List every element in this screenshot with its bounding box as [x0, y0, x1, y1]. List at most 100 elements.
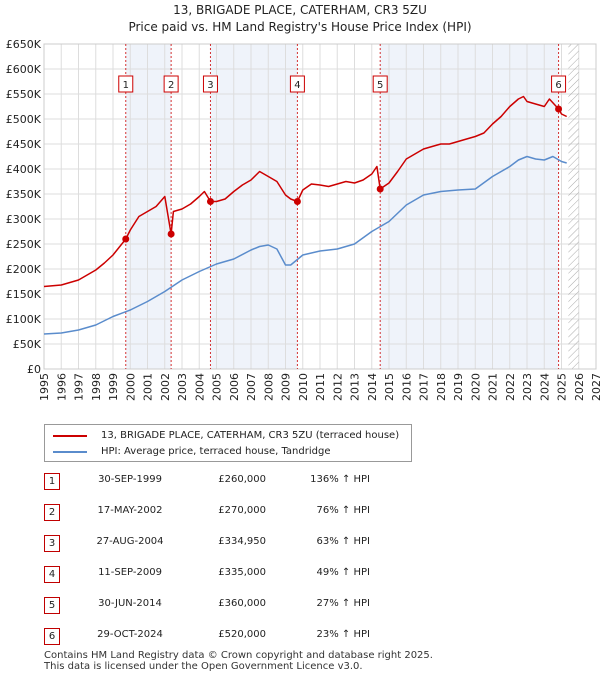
x-tick-label: 2011 [314, 373, 327, 401]
legend-swatch-property [53, 435, 87, 437]
x-tick-label: 2002 [159, 373, 172, 401]
x-tick-label: 2012 [331, 373, 344, 401]
sale-price: £260,000 [218, 474, 266, 485]
y-tick-label: £200K [6, 263, 42, 276]
y-tick-label: £0 [27, 363, 41, 376]
x-tick-label: 1998 [90, 373, 103, 401]
sale-price: £270,000 [218, 505, 266, 516]
legend-swatch-hpi [53, 451, 87, 453]
ownership-band [210, 44, 298, 369]
y-tick-label: £50K [13, 338, 42, 351]
x-tick-label: 2025 [556, 373, 569, 401]
x-tick-label: 2021 [487, 373, 500, 401]
x-tick-label: 2005 [211, 373, 224, 401]
x-tick-label: 2015 [383, 373, 396, 401]
sale-date: 17-MAY-2002 [97, 505, 163, 516]
x-tick-label: 2022 [504, 373, 517, 401]
y-tick-label: £500K [6, 113, 42, 126]
x-tick-label: 2006 [228, 373, 241, 401]
sale-date: 29-OCT-2024 [97, 629, 163, 640]
sale-date: 27-AUG-2004 [96, 536, 164, 547]
x-tick-label: 2004 [193, 373, 206, 401]
future-hatch [568, 44, 579, 369]
sale-marker-label: 3 [207, 80, 213, 91]
chart-title: 13, BRIGADE PLACE, CATERHAM, CR3 5ZU [173, 3, 427, 17]
x-tick-label: 2013 [349, 373, 362, 401]
x-tick-label: 2008 [262, 373, 275, 401]
table-row: 4 11-SEP-2009 £335,000 49% ↑ HPI [44, 563, 444, 594]
chart-subtitle: Price paid vs. HM Land Registry's House … [128, 20, 472, 34]
sale-marker-box [163, 75, 179, 93]
footer: Contains HM Land Registry data © Crown c… [44, 650, 433, 672]
y-tick-label: £300K [6, 213, 42, 226]
sale-number-badge: 6 [44, 628, 60, 645]
y-tick-label: £350K [6, 188, 42, 201]
sale-number-badge: 1 [44, 473, 60, 490]
y-tick-label: £150K [6, 288, 42, 301]
x-tick-label: 2007 [245, 373, 258, 401]
sale-hpi-change: 76% ↑ HPI [316, 505, 370, 516]
x-tick-label: 2000 [124, 373, 137, 401]
legend-label-property: 13, BRIGADE PLACE, CATERHAM, CR3 5ZU (te… [101, 430, 400, 441]
sale-date: 30-SEP-1999 [98, 474, 162, 485]
x-tick-label: 2023 [521, 373, 534, 401]
footer-copyright: Contains HM Land Registry data © Crown c… [44, 650, 433, 661]
x-tick-label: 2020 [469, 373, 482, 401]
sale-hpi-change: 23% ↑ HPI [316, 629, 370, 640]
sale-marker-box [202, 75, 218, 93]
sale-marker-label: 1 [123, 80, 129, 91]
hpi-line [43, 155, 567, 335]
sale-marker-label: 4 [294, 80, 300, 91]
sale-point [555, 105, 563, 113]
sale-hpi-change: 63% ↑ HPI [316, 536, 370, 547]
sale-price: £360,000 [218, 598, 266, 609]
sale-date: 11-SEP-2009 [98, 567, 162, 578]
sale-point [122, 235, 130, 243]
sale-marker-box [289, 75, 305, 93]
sale-marker-box [551, 75, 567, 93]
sale-point [376, 185, 384, 193]
ownership-band [380, 44, 559, 369]
price-chart: £0 £50K £100K £150K £200K £250K £300K £350K £400… [6, 38, 600, 401]
chart-title-block: 13, BRIGADE PLACE, CATERHAM, CR3 5ZU Pri… [0, 2, 600, 36]
y-tick-label: £250K [6, 238, 42, 251]
sale-price: £520,000 [218, 629, 266, 640]
sale-marker-label: 5 [377, 80, 383, 91]
sale-hpi-change: 136% ↑ HPI [310, 474, 370, 485]
y-tick-label: £600K [6, 63, 42, 76]
sale-marker-box [118, 75, 134, 93]
x-tick-label: 2016 [400, 373, 413, 401]
x-tick-label: 1999 [107, 373, 120, 401]
x-tick-label: 2019 [452, 373, 465, 401]
x-tick-label: 2001 [142, 373, 155, 401]
y-tick-label: £650K [6, 38, 42, 51]
table-row: 6 29-OCT-2024 £520,000 23% ↑ HPI [44, 625, 444, 656]
sale-date: 30-JUN-2014 [98, 598, 162, 609]
sale-price: £335,000 [218, 567, 266, 578]
sale-point [167, 230, 175, 238]
x-tick-label: 2009 [280, 373, 293, 401]
sale-number-badge: 2 [44, 504, 60, 521]
footer-licence: This data is licensed under the Open Gov… [44, 661, 363, 672]
sale-point [206, 198, 214, 206]
sale-price: £334,950 [218, 536, 266, 547]
plot-border [43, 43, 597, 370]
sale-number-badge: 4 [44, 566, 60, 583]
ownership-band [125, 44, 172, 369]
y-tick-label: £550K [6, 88, 42, 101]
legend-label-hpi: HPI: Average price, terraced house, Tand… [101, 446, 331, 457]
x-tick-label: 2014 [366, 373, 379, 401]
legend: 13, BRIGADE PLACE, CATERHAM, CR3 5ZU (te… [44, 424, 412, 462]
sale-number-badge: 3 [44, 535, 60, 552]
y-tick-label: £100K [6, 313, 42, 326]
sale-point [293, 198, 301, 205]
table-row: 2 17-MAY-2002 £270,000 76% ↑ HPI [44, 501, 444, 532]
table-row: 1 30-SEP-1999 £260,000 136% ↑ HPI [44, 470, 444, 501]
y-tick-label: £400K [6, 163, 42, 176]
x-tick-label: 1997 [73, 373, 86, 401]
x-tick-label: 2010 [297, 373, 310, 401]
sale-hpi-change: 49% ↑ HPI [316, 567, 370, 578]
x-tick-label: 1995 [38, 373, 51, 401]
table-row: 5 30-JUN-2014 £360,000 27% ↑ HPI [44, 594, 444, 625]
sale-marker-label: 2 [168, 80, 174, 91]
